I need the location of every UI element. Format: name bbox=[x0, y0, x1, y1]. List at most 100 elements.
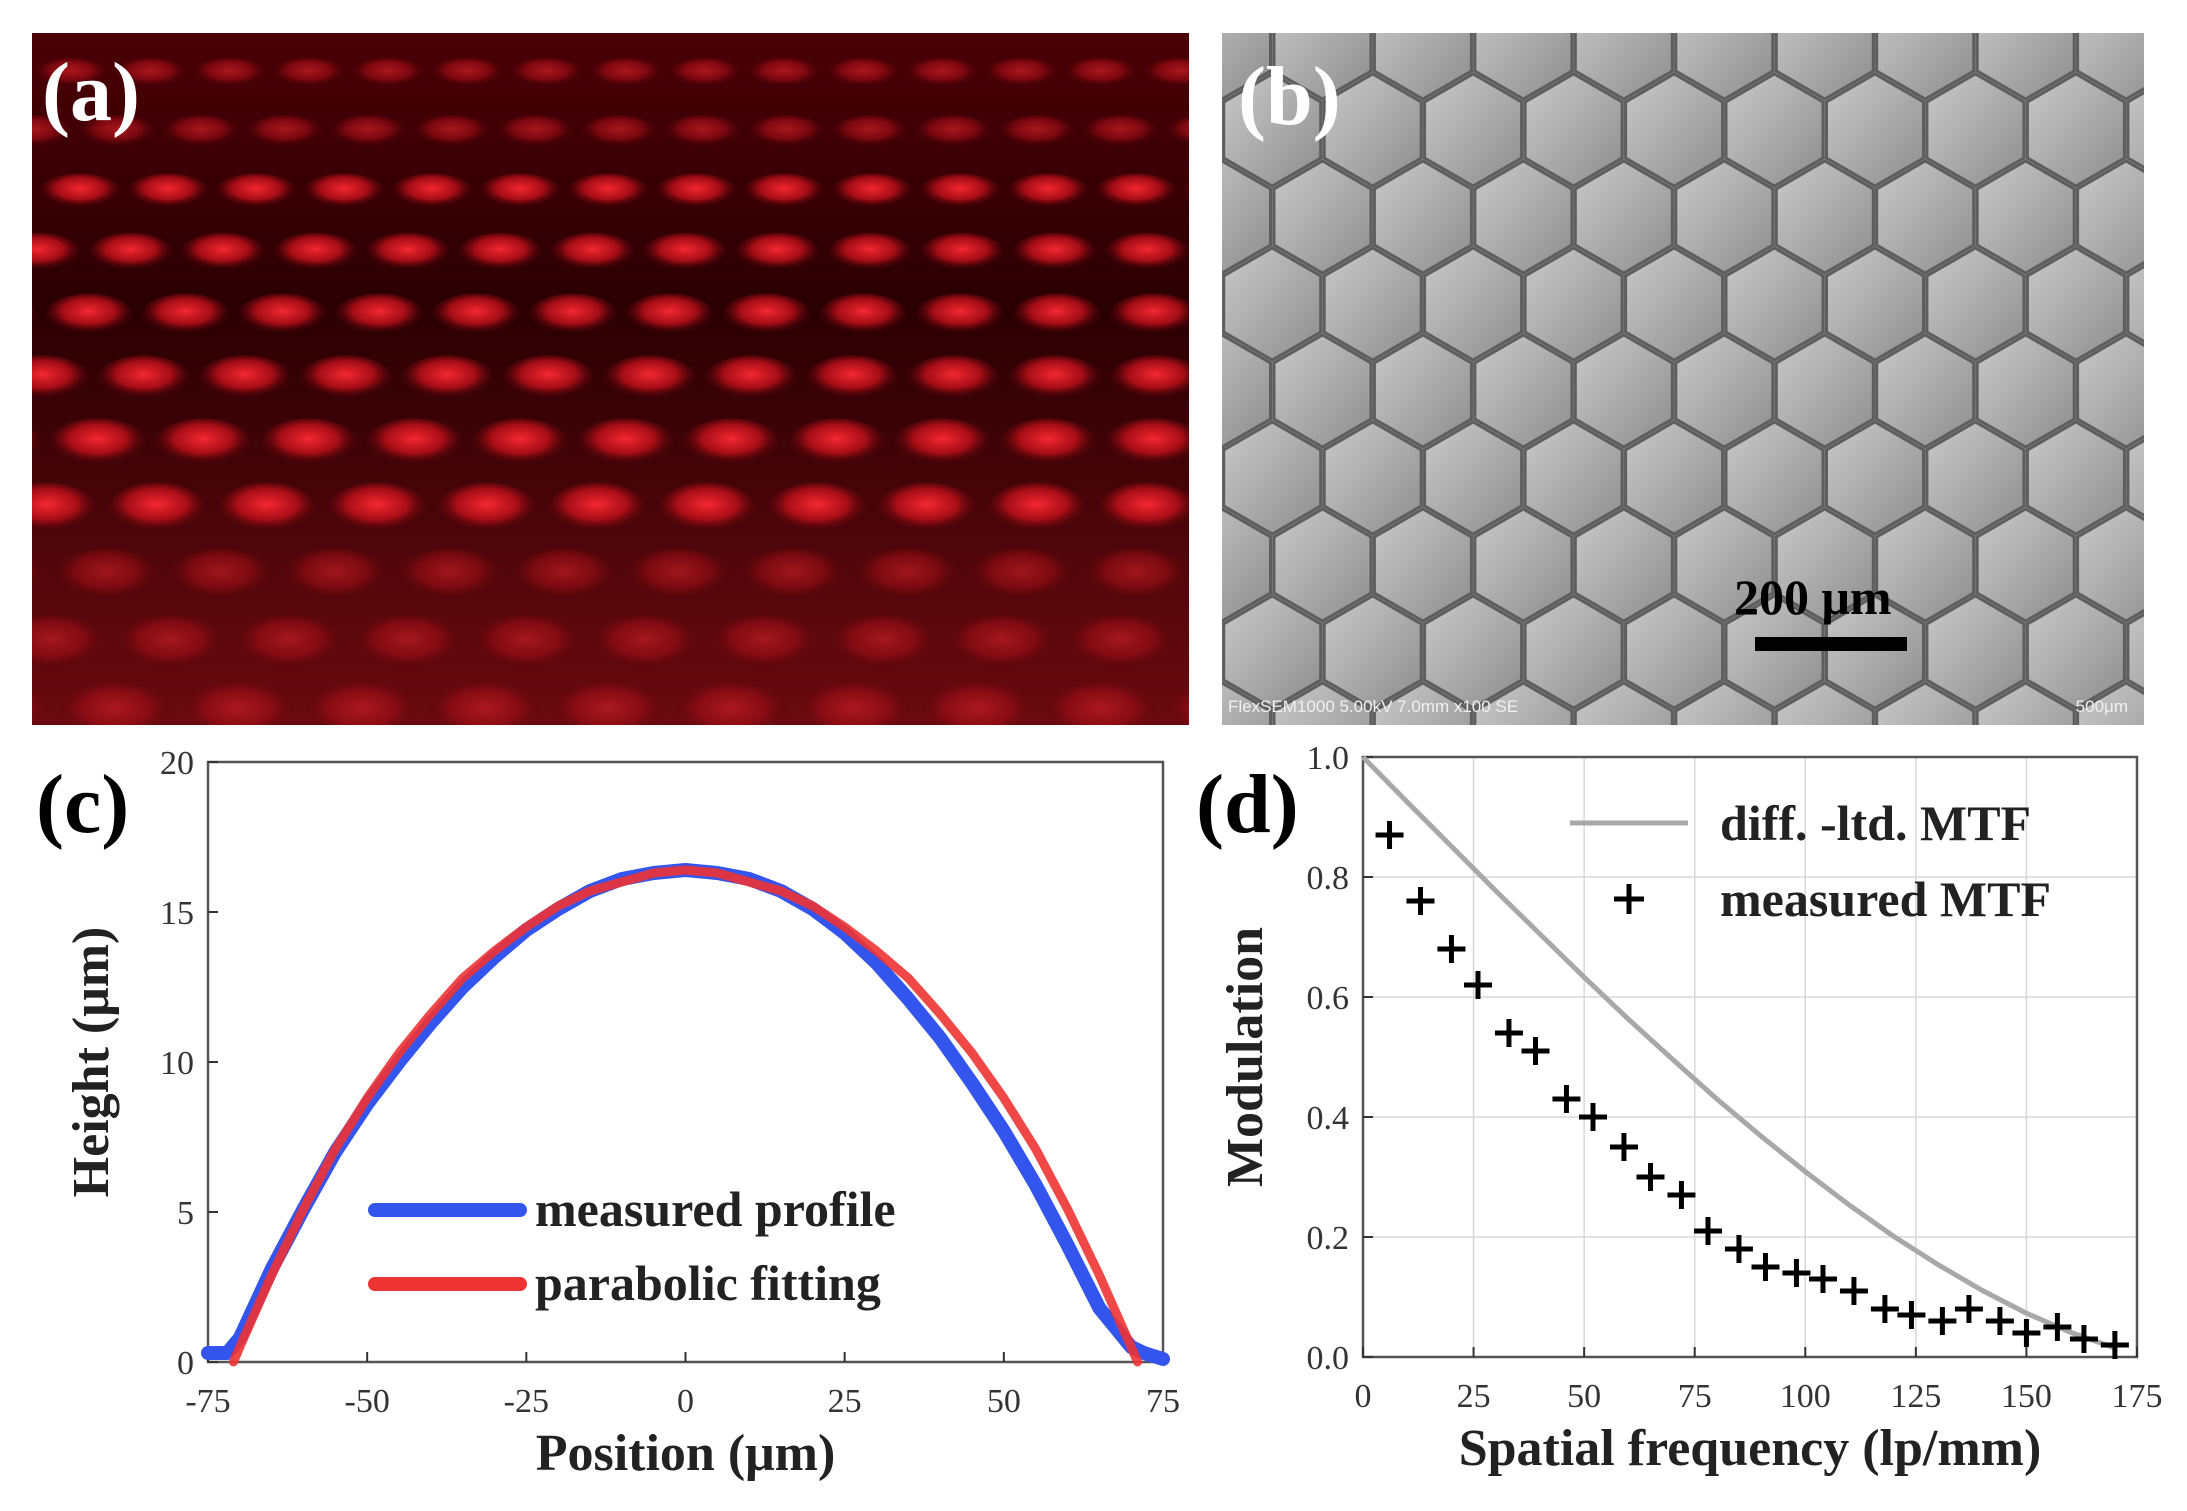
lens-spot bbox=[300, 355, 393, 401]
hexagon-lens bbox=[1825, 246, 1925, 362]
lens-spot bbox=[668, 58, 741, 88]
lens-spot bbox=[710, 615, 819, 673]
lens-spot bbox=[353, 615, 462, 673]
lens-spot bbox=[163, 115, 239, 149]
hexagon-lens bbox=[1222, 507, 1272, 623]
hexagon-lens bbox=[1875, 159, 1976, 275]
lens-spot bbox=[217, 482, 317, 534]
lens-spot bbox=[32, 305, 36, 324]
hexagon-lens bbox=[1423, 72, 1524, 188]
hexagon-lens bbox=[1372, 681, 1473, 725]
hexagon-lens bbox=[1774, 33, 1875, 101]
lens-spot bbox=[1109, 355, 1189, 401]
x-tick-label: 0 bbox=[1355, 1378, 1372, 1415]
lens-spot bbox=[806, 355, 899, 401]
x-tick-label: 50 bbox=[1567, 1378, 1601, 1415]
hexagon-lens bbox=[2126, 90, 2144, 170]
measured-mtf-point bbox=[1808, 1265, 1837, 1293]
hexagon-lens bbox=[1573, 159, 1674, 275]
measured-mtf-point bbox=[1870, 1295, 1899, 1323]
hexagon-lens bbox=[2025, 594, 2126, 710]
lens-spot bbox=[79, 115, 156, 149]
panel-a-label: (a) bbox=[42, 46, 140, 139]
lens-spot bbox=[915, 115, 992, 149]
lens-spot bbox=[97, 355, 190, 401]
panel-d-label: (d) bbox=[1196, 758, 1299, 851]
y-tick-label: 0.6 bbox=[1307, 980, 1350, 1017]
lens-spot bbox=[235, 615, 343, 673]
x-tick-label: 175 bbox=[2112, 1378, 2163, 1415]
lens-spot bbox=[273, 232, 358, 272]
hexagon-lens bbox=[1523, 246, 1624, 362]
lens-spot bbox=[1008, 173, 1088, 210]
lens-spot bbox=[626, 548, 731, 603]
lens-spot bbox=[722, 293, 811, 336]
hexagon-lens bbox=[1573, 33, 1674, 101]
chart-mtf: (d) 0 25 50 75 100 125 150 175 0.0 0.2 0.4 0.6 0.8 1.… bbox=[1196, 740, 2163, 1477]
lens-spot bbox=[413, 115, 490, 149]
lens-spot bbox=[32, 558, 44, 593]
hexagon-lens bbox=[1774, 681, 1875, 725]
lens-spot bbox=[431, 58, 504, 88]
y-axis-label: Height (μm) bbox=[63, 927, 120, 1198]
hexagon-lens bbox=[1372, 333, 1473, 449]
legend-label: measured profile bbox=[535, 1181, 896, 1237]
lens-spot bbox=[392, 173, 472, 210]
hexagon-lens bbox=[1674, 33, 1775, 101]
lens-spot bbox=[894, 418, 991, 467]
lens-spot bbox=[643, 232, 727, 272]
lens-spot bbox=[283, 548, 388, 603]
hexagon-lens bbox=[1222, 72, 1323, 188]
hexagon-lens bbox=[1925, 420, 2026, 536]
hexagon-lens bbox=[1925, 246, 2026, 362]
lens-spot bbox=[657, 482, 757, 534]
lens-spot bbox=[246, 115, 323, 149]
lens-spot bbox=[352, 58, 424, 88]
hexagon-lens bbox=[1473, 681, 1574, 725]
lens-spot bbox=[1044, 683, 1157, 725]
lens-spot bbox=[1105, 232, 1189, 272]
hexagon-lens bbox=[2076, 159, 2144, 275]
hexagon-lens bbox=[1975, 681, 2076, 725]
x-tick-label: -50 bbox=[345, 1383, 390, 1420]
lens-spot bbox=[577, 418, 674, 467]
x-tick-label: 125 bbox=[1890, 1378, 1941, 1415]
y-tick-label: 0.0 bbox=[1307, 1340, 1350, 1377]
hexagon-lens bbox=[1674, 681, 1775, 725]
lens-spot bbox=[1144, 58, 1189, 88]
hexagon-lens bbox=[1473, 333, 1574, 449]
lens-spot bbox=[155, 418, 252, 467]
lens-spot bbox=[625, 293, 714, 336]
lens-spot bbox=[472, 615, 581, 673]
hexagon-lens bbox=[2025, 246, 2126, 362]
hexagon-lens bbox=[1925, 72, 2026, 188]
hexagon-lens bbox=[2076, 681, 2144, 725]
hexagon-lens bbox=[1875, 507, 1976, 623]
lens-spot bbox=[401, 355, 494, 401]
hexagon-lens bbox=[1222, 159, 1272, 275]
hexagon-lens bbox=[1975, 159, 2076, 275]
lens-spot bbox=[327, 482, 427, 534]
lens-spot bbox=[397, 548, 502, 603]
lens-spot bbox=[116, 615, 225, 673]
lens-spot bbox=[999, 115, 1075, 149]
x-tick-label: 25 bbox=[828, 1383, 862, 1420]
lens-spot bbox=[1105, 418, 1189, 467]
measured-mtf-point bbox=[1578, 1103, 1607, 1131]
lens-spot bbox=[827, 58, 900, 88]
hexagon-lens bbox=[1774, 507, 1875, 623]
lens-spot bbox=[920, 173, 1000, 210]
hexagon-lens bbox=[2025, 420, 2126, 536]
hexagon-lens bbox=[1724, 420, 1825, 536]
x-axis-label: Spatial frequency (lp/mm) bbox=[1459, 1420, 2042, 1477]
lens-spot bbox=[568, 173, 648, 210]
hexagon-lens bbox=[1624, 594, 1725, 710]
lens-spot bbox=[272, 58, 345, 88]
measured-mtf-point bbox=[2012, 1319, 2041, 1347]
lens-spot bbox=[32, 482, 97, 534]
lens-spot bbox=[1084, 548, 1188, 603]
x-axis-label: Position (μm) bbox=[536, 1425, 836, 1482]
lens-spot bbox=[1012, 293, 1101, 336]
lens-spot bbox=[798, 683, 911, 725]
hexagon-lens bbox=[1372, 159, 1473, 275]
